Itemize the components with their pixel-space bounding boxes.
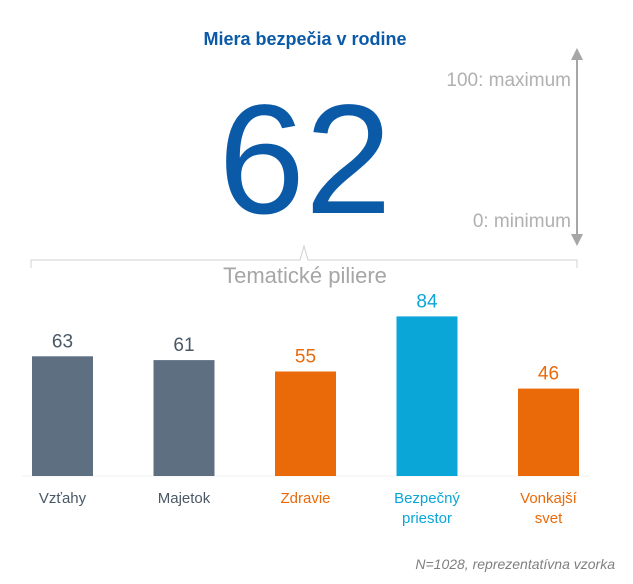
category-label: svet bbox=[535, 510, 563, 527]
scale-arrow bbox=[571, 48, 583, 246]
bar-value-label: 61 bbox=[173, 335, 194, 356]
bar-value-label: 63 bbox=[52, 331, 73, 352]
scale-min-label: 0: minimum bbox=[472, 211, 571, 232]
category-label: Zdravie bbox=[280, 490, 330, 507]
category-label: Vonkajší bbox=[520, 490, 578, 507]
bar-value-label: 46 bbox=[538, 364, 559, 385]
bar-2 bbox=[153, 360, 215, 476]
overall-score: 62 bbox=[218, 73, 392, 247]
category-label: Vzťahy bbox=[39, 490, 87, 507]
chart-title: Miera bezpečia v rodine bbox=[203, 29, 407, 49]
category-label: Majetok bbox=[158, 490, 211, 507]
bar-4 bbox=[396, 316, 458, 476]
bar-3 bbox=[275, 371, 336, 476]
bar-5 bbox=[518, 388, 579, 476]
pillars-title: Tematické piliere bbox=[223, 263, 387, 288]
category-label: Bezpečný bbox=[394, 490, 460, 507]
category-label: priestor bbox=[402, 510, 452, 527]
footnote: N=1028, reprezentatívna vzorka bbox=[415, 556, 615, 572]
pillars-bracket bbox=[30, 244, 578, 268]
bar-1 bbox=[32, 356, 93, 476]
scale-max-label: 100: maximum bbox=[446, 70, 571, 91]
bar-value-label: 55 bbox=[295, 347, 316, 368]
bar-value-label: 84 bbox=[416, 291, 438, 312]
